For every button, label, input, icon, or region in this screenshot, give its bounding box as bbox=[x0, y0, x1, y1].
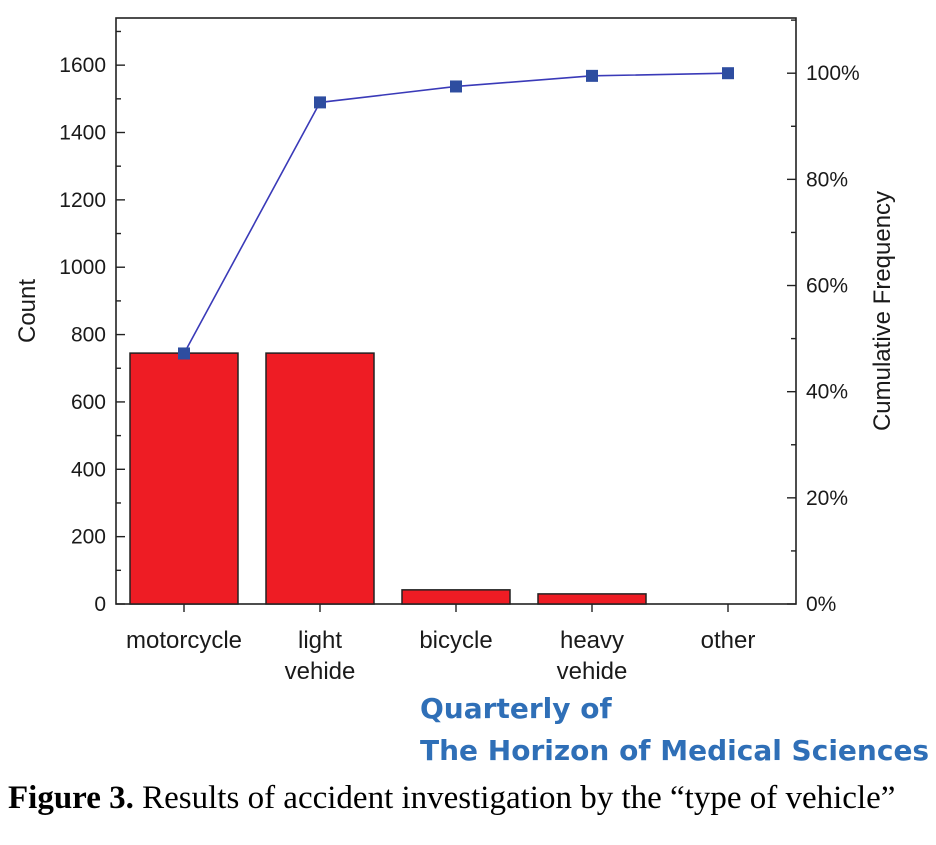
bar-series bbox=[129, 352, 647, 605]
left-tick-label: 800 bbox=[71, 324, 106, 347]
cumulative-line-series bbox=[178, 67, 734, 360]
cumulative-marker bbox=[722, 67, 734, 80]
category-label: heavy vehide bbox=[557, 627, 628, 685]
bar bbox=[265, 352, 375, 605]
category-label: light vehide bbox=[285, 627, 356, 685]
left-tick-label: 1400 bbox=[59, 122, 106, 145]
left-tick-label: 200 bbox=[71, 526, 106, 549]
left-tick-label: 0 bbox=[94, 593, 106, 616]
category-label: motorcycle bbox=[126, 627, 242, 654]
right-axis: 0% 20% 40% 60% 80% 100% bbox=[787, 19, 860, 616]
bar bbox=[537, 593, 647, 605]
figure-caption: Figure 3. Results of accident investigat… bbox=[8, 780, 933, 817]
y2-axis-label: Cumulative Frequency bbox=[869, 191, 896, 431]
bar bbox=[129, 352, 239, 605]
left-tick-label: 1200 bbox=[59, 189, 106, 212]
left-tick-label: 600 bbox=[71, 391, 106, 414]
left-tick-label: 1600 bbox=[59, 54, 106, 77]
figure-label: Figure 3. bbox=[8, 780, 134, 816]
right-tick-label: 60% bbox=[806, 275, 848, 298]
left-axis: 0 200 400 600 800 1000 1200 1400 1600 bbox=[59, 30, 729, 616]
journal-watermark-line2: The Horizon of Medical Sciences bbox=[420, 734, 930, 767]
right-tick-label: 40% bbox=[806, 381, 848, 404]
right-tick-label: 0% bbox=[806, 593, 836, 616]
right-tick-label: 80% bbox=[806, 168, 848, 191]
y-axis-label: Count bbox=[14, 279, 41, 343]
category-label: other bbox=[701, 627, 756, 654]
left-tick-label: 1000 bbox=[59, 256, 106, 279]
cumulative-marker bbox=[450, 80, 462, 93]
journal-watermark-line1: Quarterly of bbox=[420, 692, 612, 725]
right-tick-label: 20% bbox=[806, 487, 848, 510]
pareto-chart: 0 200 400 600 800 1000 1200 1400 1600 0% 20% 40% 60… bbox=[14, 17, 896, 685]
bar bbox=[401, 589, 511, 605]
cumulative-line bbox=[183, 72, 729, 354]
caption-text: Results of accident investigation by the… bbox=[133, 780, 896, 816]
category-labels: motorcycle light vehide bicycle heavy vehide o… bbox=[126, 627, 755, 685]
category-label: bicycle bbox=[419, 627, 492, 654]
cumulative-marker bbox=[314, 96, 326, 109]
right-tick-label: 100% bbox=[806, 62, 860, 85]
cumulative-marker bbox=[586, 69, 598, 82]
left-tick-label: 400 bbox=[71, 458, 106, 481]
cumulative-marker bbox=[178, 347, 190, 360]
